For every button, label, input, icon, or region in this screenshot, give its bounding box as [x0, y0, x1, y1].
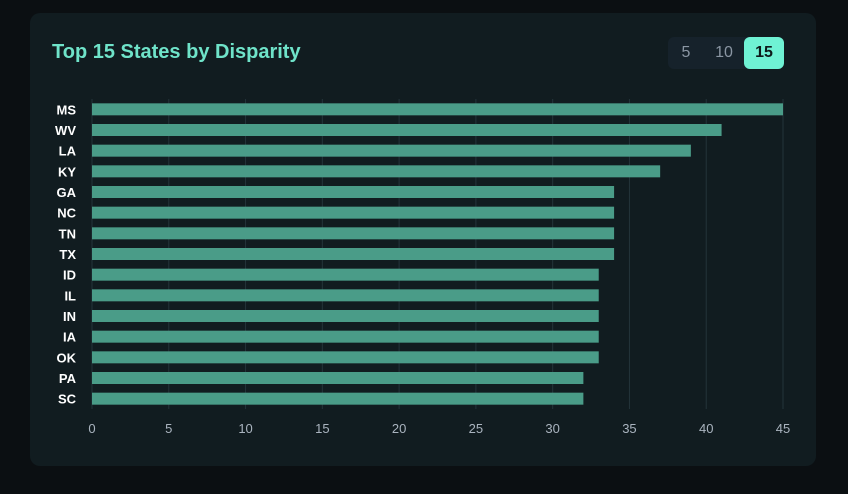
category-label: ID: [63, 268, 76, 283]
toggle-15-button[interactable]: 15: [744, 37, 784, 69]
x-tick-label: 15: [315, 421, 329, 436]
category-label: WV: [55, 123, 76, 138]
bar-chart: MS WV LA KY GA NC TN TX ID IL IN IA OK PA SC 0 5 10 15 20 2…: [55, 99, 790, 436]
chart-title: Top 15 States by Disparity: [52, 41, 301, 63]
bar-ia: [92, 330, 599, 343]
category-label: TX: [59, 247, 76, 262]
category-label: LA: [59, 144, 77, 159]
count-toggle: 5 10 15: [668, 37, 784, 69]
category-label: TN: [59, 226, 76, 241]
category-label: GA: [57, 185, 77, 200]
bars: [92, 103, 783, 405]
x-axis-tick-labels: 0 5 10 15 20 25 30 35 40 45: [88, 421, 790, 436]
bar-ga: [92, 186, 615, 198]
x-tick-label: 0: [88, 421, 95, 436]
toggle-10-button[interactable]: 10: [706, 37, 742, 69]
x-tick-label: 10: [238, 421, 252, 436]
bar-la: [92, 144, 691, 157]
x-tick-label: 5: [165, 421, 172, 436]
bar-ok: [92, 351, 599, 364]
bar-pa: [92, 372, 584, 384]
x-tick-label: 30: [545, 421, 559, 436]
x-tick-label: 35: [622, 421, 636, 436]
bar-sc: [92, 392, 584, 405]
category-labels: MS WV LA KY GA NC TN TX ID IL IN IA OK PA SC: [55, 102, 77, 406]
category-label: OK: [57, 350, 77, 365]
category-label: MS: [57, 102, 77, 117]
bar-ms: [92, 103, 783, 116]
category-label: KY: [58, 164, 76, 179]
x-tick-label: 25: [469, 421, 483, 436]
category-label: PA: [59, 371, 77, 386]
category-label: SC: [58, 392, 77, 407]
x-tick-label: 40: [699, 421, 713, 436]
bar-in: [92, 310, 599, 322]
toggle-5-button[interactable]: 5: [668, 37, 704, 69]
bar-wv: [92, 124, 722, 136]
category-label: IL: [64, 288, 76, 303]
category-label: IA: [63, 330, 77, 345]
x-tick-label: 20: [392, 421, 406, 436]
bar-tx: [92, 248, 615, 260]
bar-ky: [92, 165, 661, 178]
chart-card: Top 15 States by Disparity 5 10 15 MS WV L…: [30, 13, 816, 466]
bar-nc: [92, 206, 615, 219]
category-label: NC: [57, 206, 76, 221]
category-label: IN: [63, 309, 76, 324]
x-tick-label: 45: [776, 421, 790, 436]
bar-il: [92, 289, 599, 302]
bar-tn: [92, 227, 615, 240]
bar-id: [92, 268, 599, 281]
